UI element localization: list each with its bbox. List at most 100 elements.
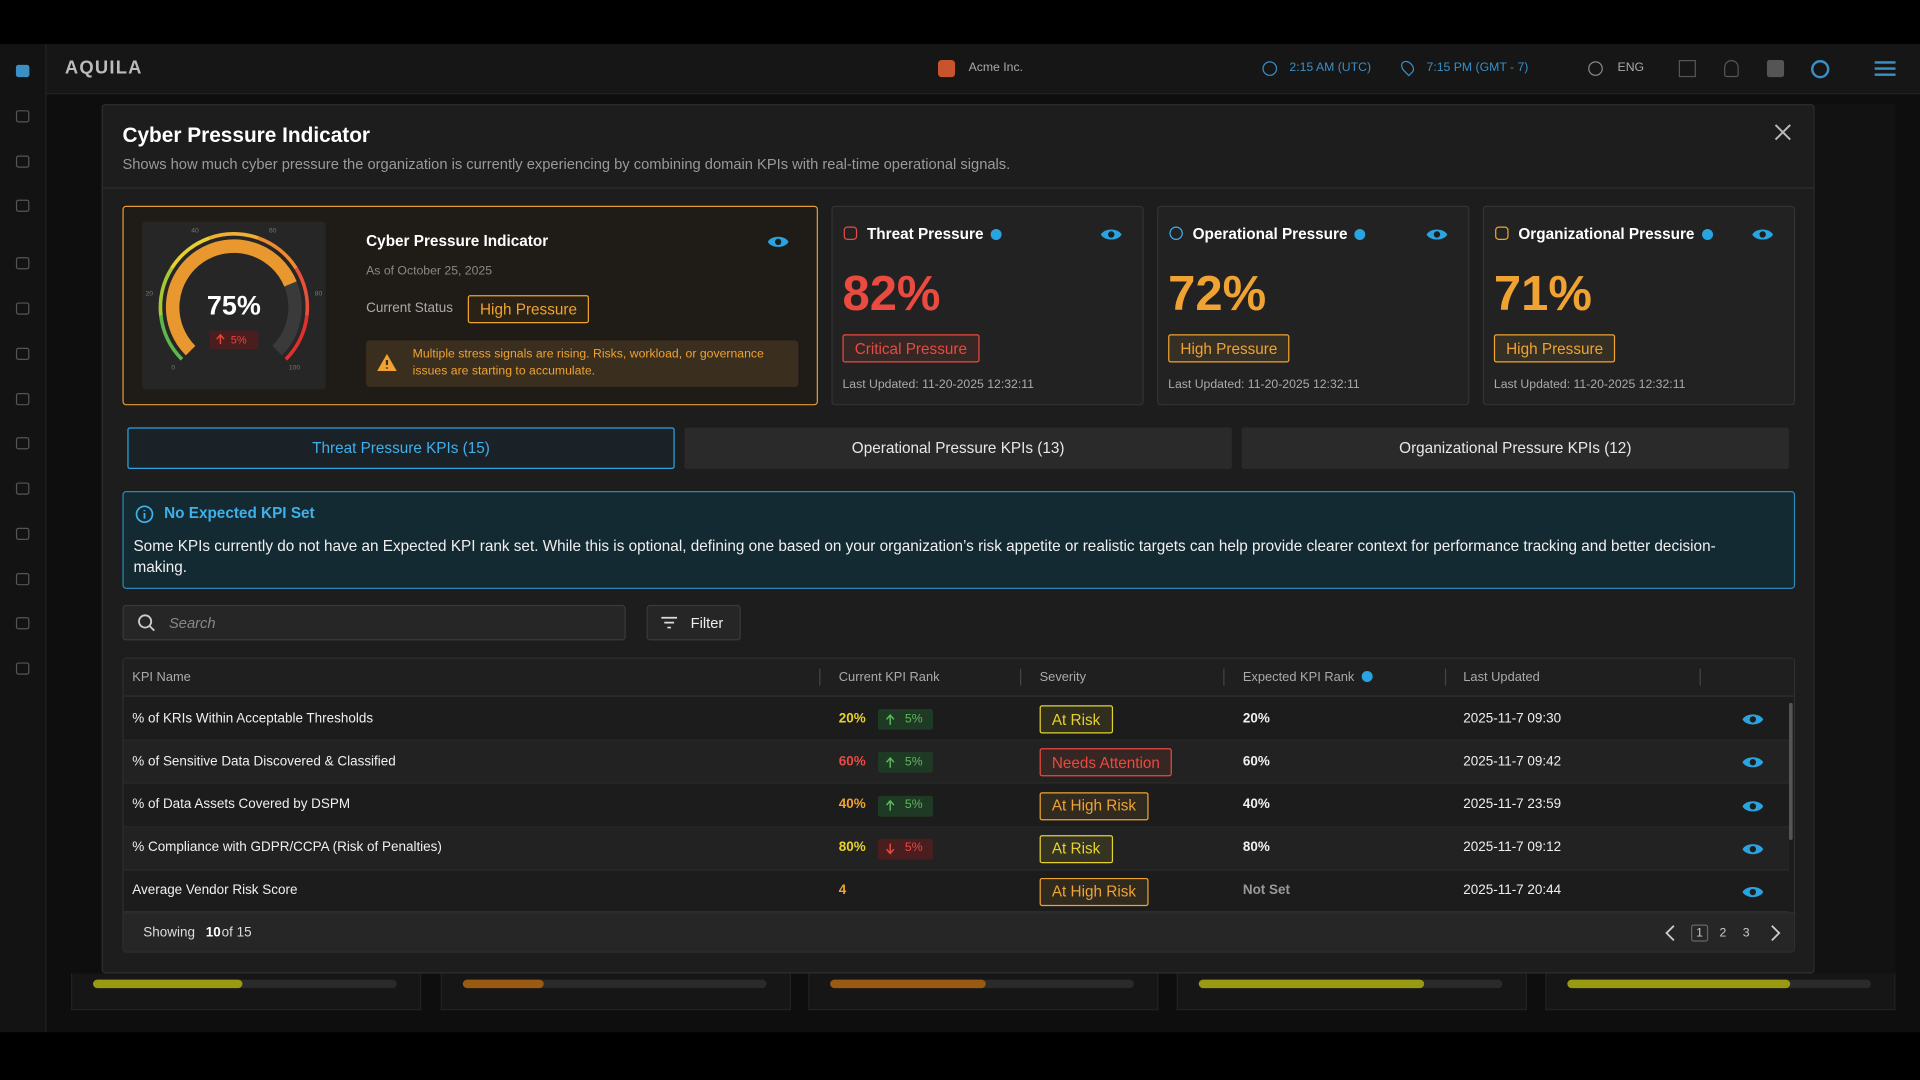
clock-icon [1262, 61, 1278, 76]
card-updated: Last Updated: 11-20-2025 12:32:11 [1168, 378, 1360, 392]
scrollbar[interactable] [1788, 702, 1793, 840]
view-button[interactable] [1741, 841, 1764, 857]
kpi-rank: 60% [838, 754, 866, 769]
info-icon [1354, 228, 1366, 240]
status-badge: High Pressure [467, 295, 590, 324]
showing-label: Showing [143, 925, 195, 941]
kpi-name: Average Vendor Risk Score [132, 883, 298, 899]
notice [122, 491, 1796, 589]
table-footer [123, 912, 1794, 952]
gauge-ring [294, 267, 310, 316]
column-divider [1699, 668, 1701, 686]
tab[interactable]: Organizational Pressure KPIs (12) [1241, 427, 1789, 469]
sidebar-icon [15, 573, 30, 586]
page-button[interactable]: 2 [1719, 926, 1727, 940]
building-icon[interactable] [1678, 60, 1696, 78]
pressure-card [831, 205, 1144, 406]
view-button[interactable] [1741, 798, 1764, 814]
view-button[interactable] [767, 234, 790, 250]
up-arrow [885, 713, 895, 725]
gauge-value-label: 75% [207, 290, 261, 320]
view-button[interactable] [1751, 227, 1774, 243]
info-icon [1702, 228, 1714, 240]
gauge-tick: 40 [191, 228, 199, 235]
tab[interactable]: Threat Pressure KPIs (15) [127, 427, 675, 469]
kpi-rank: 40% [838, 797, 866, 812]
time-local: 7:15 PM (GMT - 7) [1426, 61, 1529, 75]
change-arrow [885, 713, 895, 725]
tab[interactable]: Operational Pressure KPIs (13) [684, 427, 1232, 469]
view-button[interactable] [1100, 227, 1123, 243]
background-track [462, 979, 767, 989]
down-arrow [885, 843, 895, 855]
filter-icon [661, 616, 678, 629]
filter-button[interactable] [646, 604, 741, 641]
change-badge [877, 752, 934, 774]
menu-icon[interactable] [1874, 61, 1896, 76]
gauge-tick: 60 [269, 228, 277, 235]
eye-pupil [1749, 716, 1757, 723]
card-status: Critical Pressure [842, 334, 980, 363]
severity-badge: At Risk [1039, 705, 1113, 734]
background-card [1814, 104, 1896, 974]
card-icon [843, 226, 858, 240]
warning-icon [377, 353, 397, 372]
severity-badge: At High Risk [1039, 791, 1149, 820]
gauge-tick: 100 [289, 365, 300, 372]
info-icon [1361, 671, 1373, 683]
divider [102, 187, 1814, 189]
profile-icon[interactable] [1811, 60, 1830, 79]
sidebar-icon [15, 64, 30, 78]
gauge-tick: 80 [315, 291, 323, 298]
card-updated: Last Updated: 11-20-2025 12:32:11 [1493, 378, 1686, 392]
gauge-ring [158, 267, 174, 316]
time-utc: 2:15 AM (UTC) [1289, 61, 1372, 75]
globe-icon[interactable] [1588, 61, 1603, 76]
background-bar [1198, 979, 1425, 989]
background-bar [830, 979, 986, 989]
org-name: Acme Inc. [968, 61, 1024, 75]
up-arrow [885, 799, 895, 811]
bell-icon[interactable] [1724, 60, 1739, 78]
view-button[interactable] [1741, 755, 1764, 771]
expected-rank: 20% [1242, 710, 1270, 726]
info-dot [1361, 671, 1373, 683]
search-box[interactable] [122, 604, 626, 641]
sidebar [0, 44, 47, 1033]
last-updated: 2025-11-7 23:59 [1463, 797, 1562, 812]
view-button[interactable] [1425, 227, 1448, 243]
sidebar-icon [15, 662, 30, 675]
expected-rank: 40% [1242, 797, 1270, 812]
view-button[interactable] [1741, 712, 1764, 728]
view-button[interactable] [1741, 884, 1764, 900]
page-button[interactable]: 3 [1742, 926, 1750, 940]
showing-count: 10 [205, 925, 221, 941]
close-button[interactable] [1773, 122, 1793, 142]
menu-line [1874, 67, 1896, 70]
prev-page[interactable] [1664, 924, 1676, 942]
background-track [93, 979, 397, 989]
column-divider [819, 668, 821, 686]
pressure-card [1157, 205, 1470, 406]
kpi-name: % of Sensitive Data Discovered & Classif… [132, 754, 396, 769]
info-dot [990, 228, 1002, 240]
language[interactable]: ENG [1617, 61, 1645, 75]
sidebar-icon [15, 155, 30, 168]
kpi-name: % Compliance with GDPR/CCPA (Risk of Pen… [132, 840, 442, 855]
pressure-card [1482, 205, 1796, 406]
sidebar-icon [15, 257, 30, 270]
change-value: 5% [904, 841, 923, 855]
table-header [123, 658, 1794, 697]
card-value: 82% [842, 266, 941, 321]
org-icon [937, 60, 956, 78]
next-page[interactable] [1769, 924, 1781, 942]
card-icon [1169, 226, 1183, 240]
warning-box [366, 340, 799, 387]
column-divider [1223, 668, 1225, 686]
column-divider [1444, 668, 1447, 686]
background-bar [1567, 979, 1791, 989]
book-icon[interactable] [1766, 60, 1785, 78]
page-button[interactable]: 1 [1691, 924, 1709, 942]
info-icon [990, 228, 1002, 240]
